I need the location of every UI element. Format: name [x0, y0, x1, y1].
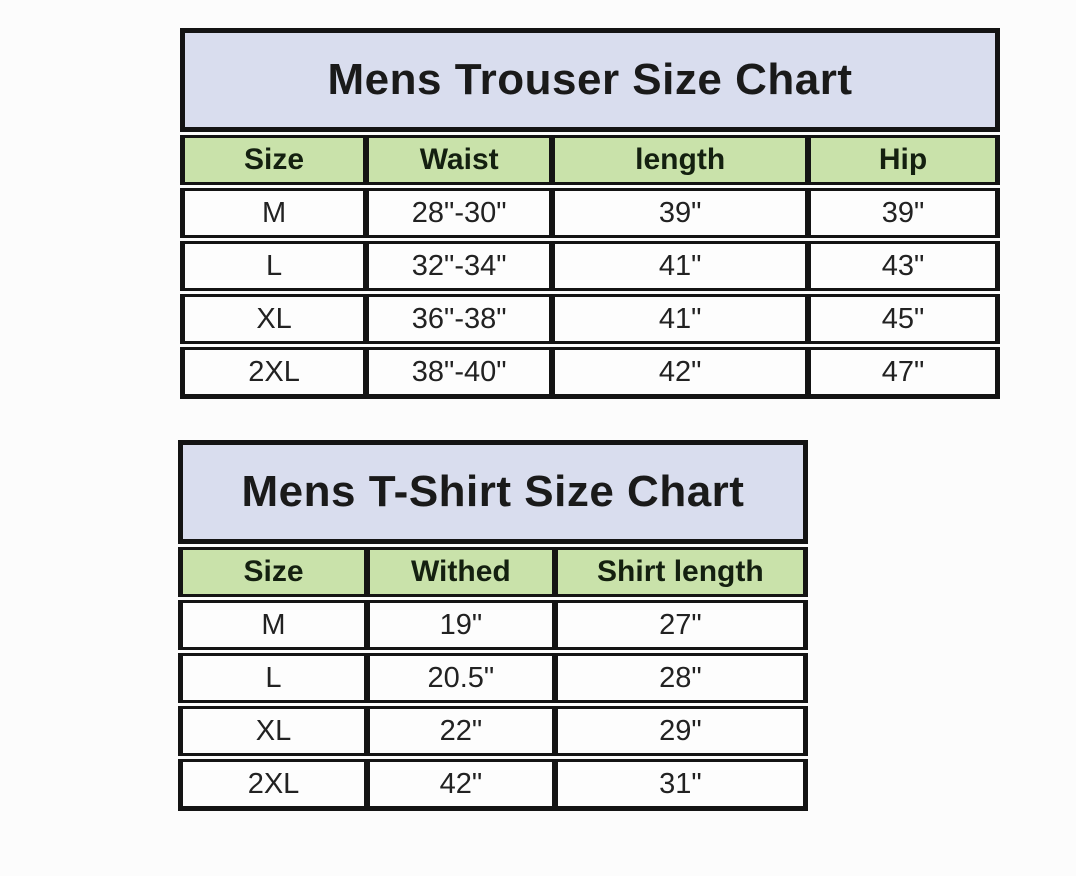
- table-cell: 47": [808, 347, 1000, 399]
- table-cell: 38"-40": [366, 347, 553, 399]
- table-cell: 2XL: [180, 347, 367, 399]
- table-cell: 27": [554, 600, 808, 650]
- table-cell: 42": [367, 759, 555, 811]
- tshirt-header-row: Size Withed Shirt length: [178, 547, 808, 597]
- table-row-l: L 20.5" 28": [178, 653, 808, 703]
- table-cell: M: [178, 600, 367, 650]
- table-row-m: M 19" 27": [178, 600, 808, 650]
- trouser-column-header-length: length: [552, 135, 809, 185]
- table-cell: 29": [554, 706, 808, 756]
- tshirt-column-header-shirt-length: Shirt length: [554, 547, 808, 597]
- table-cell: 41": [552, 241, 809, 291]
- table-cell: 43": [808, 241, 1000, 291]
- table-cell: 42": [552, 347, 809, 399]
- trouser-size-table: Size Waist length Hip M 28"-30" 39" 39" …: [180, 132, 1000, 402]
- table-row-l: L 32"-34" 41" 43": [180, 241, 1000, 291]
- table-cell: 45": [808, 294, 1000, 344]
- table-row-2xl: 2XL 38"-40" 42" 47": [180, 347, 1000, 399]
- table-cell: 39": [552, 188, 809, 238]
- tshirt-chart-title: Mens T-Shirt Size Chart: [178, 440, 808, 544]
- tshirt-size-chart: Mens T-Shirt Size Chart Size Withed Shir…: [178, 440, 808, 814]
- table-row-xl: XL 22" 29": [178, 706, 808, 756]
- trouser-size-chart: Mens Trouser Size Chart Size Waist lengt…: [180, 28, 1000, 402]
- table-cell: 41": [552, 294, 809, 344]
- tshirt-column-header-size: Size: [178, 547, 367, 597]
- table-cell: 31": [554, 759, 808, 811]
- table-cell: 22": [367, 706, 555, 756]
- tshirt-size-table: Size Withed Shirt length M 19" 27" L 20.…: [178, 544, 808, 814]
- table-cell: 2XL: [178, 759, 367, 811]
- table-cell: XL: [180, 294, 367, 344]
- table-cell: 36"-38": [366, 294, 553, 344]
- table-cell: M: [180, 188, 367, 238]
- table-cell: 19": [367, 600, 555, 650]
- table-cell: L: [178, 653, 367, 703]
- table-row-xl: XL 36"-38" 41" 45": [180, 294, 1000, 344]
- table-row-m: M 28"-30" 39" 39": [180, 188, 1000, 238]
- table-cell: 28": [554, 653, 808, 703]
- table-cell: 39": [808, 188, 1000, 238]
- table-cell: 32"-34": [366, 241, 553, 291]
- table-cell: L: [180, 241, 367, 291]
- table-row-2xl: 2XL 42" 31": [178, 759, 808, 811]
- table-cell: 20.5": [367, 653, 555, 703]
- table-cell: XL: [178, 706, 367, 756]
- trouser-column-header-hip: Hip: [808, 135, 1000, 185]
- table-cell: 28"-30": [366, 188, 553, 238]
- trouser-column-header-size: Size: [180, 135, 367, 185]
- trouser-chart-title: Mens Trouser Size Chart: [180, 28, 1000, 132]
- trouser-column-header-waist: Waist: [366, 135, 553, 185]
- tshirt-column-header-withed: Withed: [367, 547, 555, 597]
- trouser-header-row: Size Waist length Hip: [180, 135, 1000, 185]
